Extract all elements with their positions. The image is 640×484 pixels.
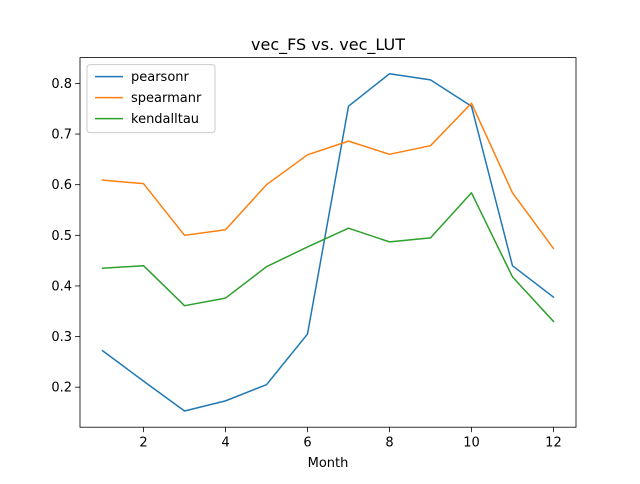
x-tick-label: 12 <box>545 436 562 451</box>
x-axis-title: Month <box>308 456 349 471</box>
legend-label-kendalltau: kendalltau <box>131 112 199 127</box>
y-tick-label: 0.2 <box>51 381 72 396</box>
legend-label-spearmanr: spearmanr <box>131 91 202 106</box>
series-line-spearmanr <box>101 102 555 250</box>
legend-box <box>86 64 216 134</box>
plot-area: 2 4 6 8 10 12 0.2 0.3 0.4 0.5 0.6 0.7 0.8 pearsonr spe… <box>51 57 577 451</box>
series-line-pearsonr <box>101 73 555 412</box>
x-tick-label: 6 <box>303 436 311 451</box>
x-tick-label: 2 <box>139 436 147 451</box>
chart-title: vec_FS vs. vec_LUT <box>251 35 405 55</box>
y-tick-label: 0.7 <box>51 128 72 143</box>
y-tick-label: 0.8 <box>51 77 72 92</box>
legend-label-pearsonr: pearsonr <box>131 70 190 85</box>
y-tick-label: 0.4 <box>51 279 72 294</box>
axes-frame <box>79 57 577 428</box>
x-tick-label: 8 <box>385 436 393 451</box>
y-tick-label: 0.5 <box>51 229 72 244</box>
x-tick-label: 10 <box>463 436 480 451</box>
y-tick-label: 0.6 <box>51 178 72 193</box>
x-tick-label: 4 <box>221 436 229 451</box>
legend: pearsonr spearmanr kendalltau <box>86 64 216 134</box>
series-line-kendalltau <box>101 192 555 323</box>
y-tick-label: 0.3 <box>51 330 72 345</box>
